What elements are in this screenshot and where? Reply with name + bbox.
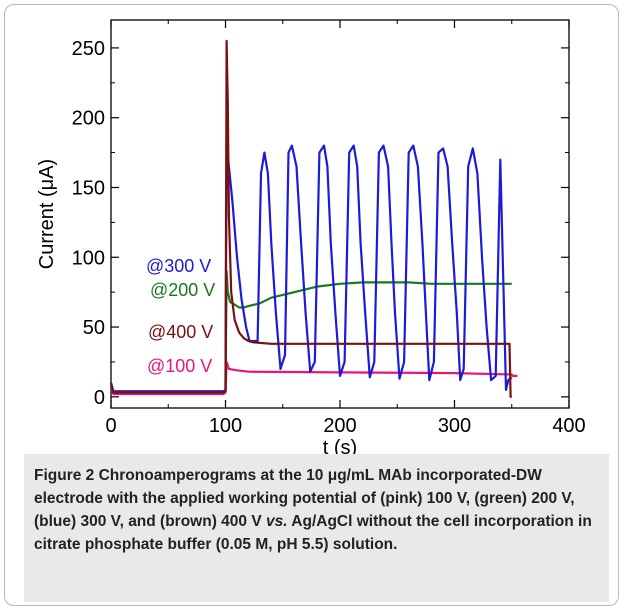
y-axis-title: Current (μA) <box>36 159 58 269</box>
x-tick-label: 200 <box>323 415 356 437</box>
plot-area-border <box>111 20 569 408</box>
y-tick-label: 100 <box>72 247 105 269</box>
series-label-2: @300 V <box>146 256 211 276</box>
figure-caption: Figure 2 Chronoamperograms at the 10 μg/… <box>24 454 609 602</box>
y-tick-label: 250 <box>72 38 105 60</box>
caption-vs: vs. <box>266 513 288 530</box>
caption-label: Figure 2 <box>34 467 94 484</box>
series-label-0: @100 V <box>147 356 212 376</box>
y-tick-label: 150 <box>72 177 105 199</box>
series-group <box>111 41 518 397</box>
x-tick-label: 300 <box>438 415 471 437</box>
series-label-1: @200 V <box>150 280 215 300</box>
y-tick-label: 0 <box>94 387 105 409</box>
x-tick-label: 100 <box>209 415 242 437</box>
series-labels: @100 V @200 V @300 V @400 V <box>146 256 215 376</box>
x-tick-label: 0 <box>105 415 116 437</box>
y-tick-label: 200 <box>72 108 105 130</box>
y-tick-label: 50 <box>83 317 105 339</box>
series-label-3: @400 V <box>148 322 213 342</box>
x-tick-label: 400 <box>552 415 585 437</box>
